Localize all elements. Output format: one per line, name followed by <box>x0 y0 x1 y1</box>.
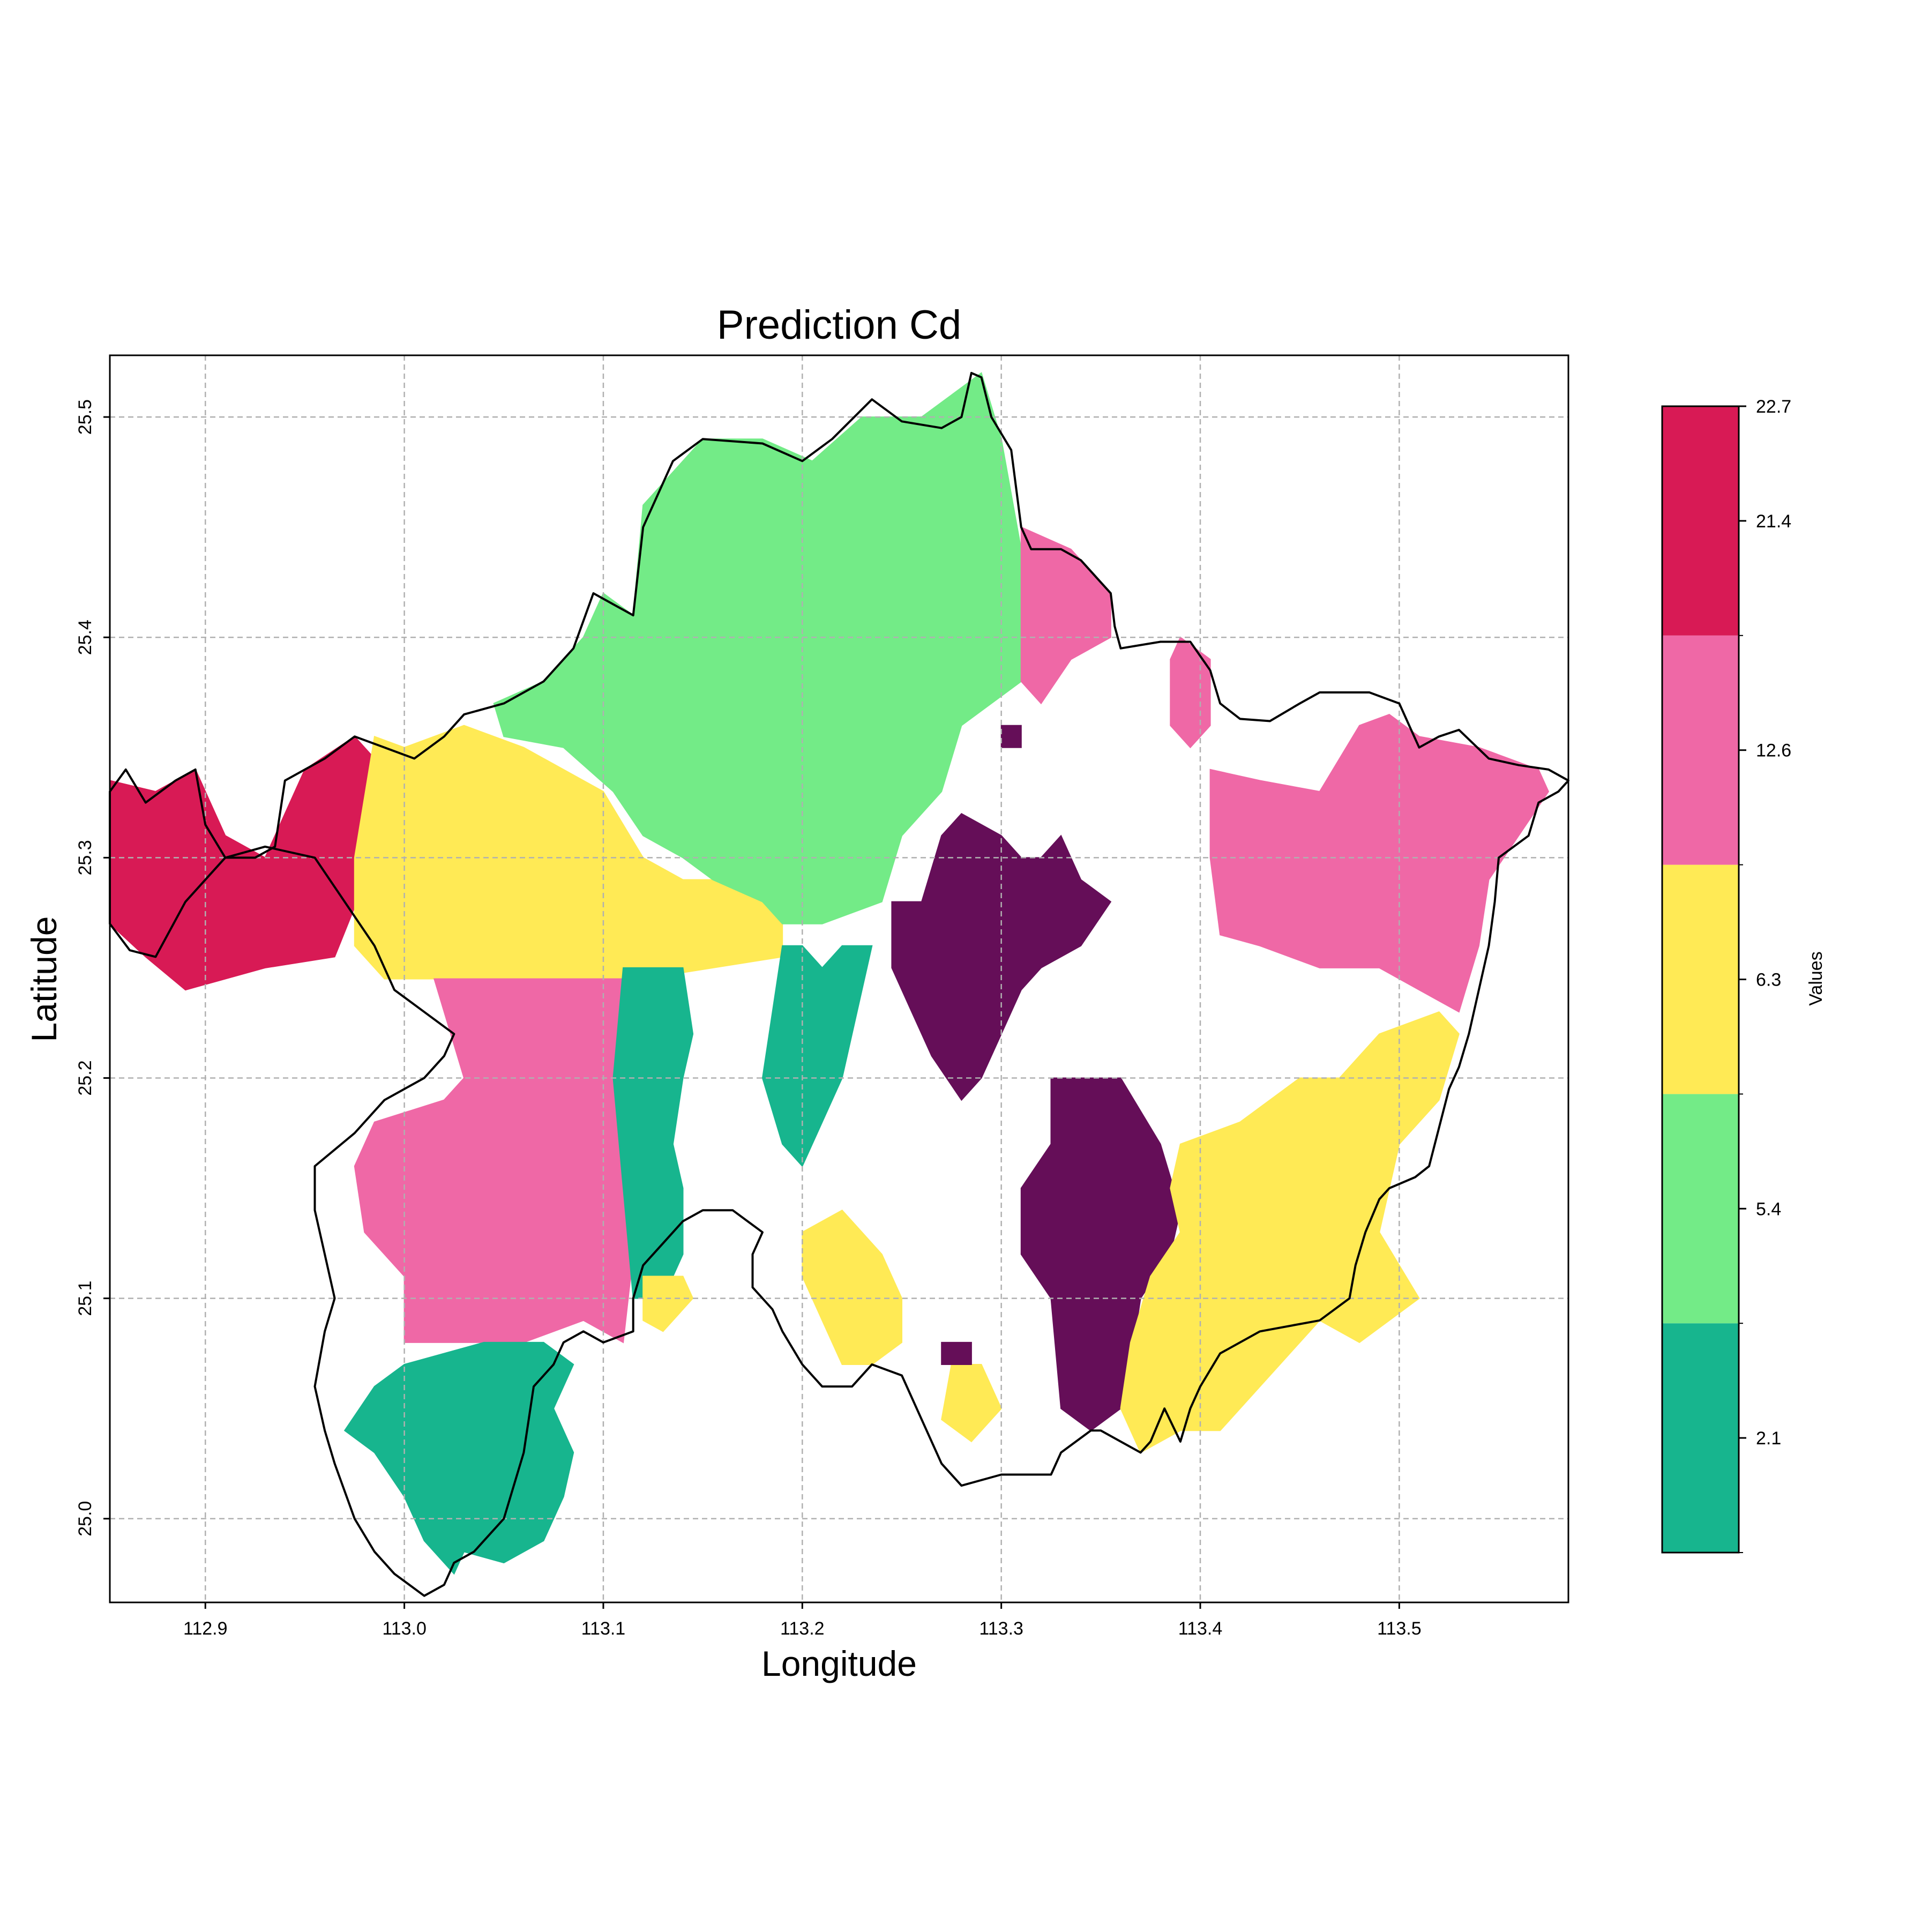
plot-frame <box>109 354 1569 1603</box>
colorbar-top-label: 22.7 <box>1756 397 1791 417</box>
colorbar-tick-label-4: 21.4 <box>1756 511 1791 532</box>
prediction-region-8 <box>761 945 873 1167</box>
colorbar-bin-3 <box>1662 635 1739 865</box>
region-boundary <box>109 371 1569 1597</box>
prediction-region-12 <box>1120 1011 1460 1453</box>
y-tick-label-0: 25.0 <box>75 1501 95 1536</box>
x-tick-label-1: 113.0 <box>382 1618 427 1639</box>
x-tick-label-4: 113.3 <box>979 1618 1023 1639</box>
prediction-region-17 <box>941 1341 972 1365</box>
colorbar-tick-label-3: 12.6 <box>1756 741 1791 761</box>
chart-title: Prediction Cd <box>717 302 961 348</box>
colorbar-label: Values <box>1806 951 1826 1005</box>
y-tick-label-1: 25.1 <box>75 1281 95 1316</box>
x-tick-label-6: 113.5 <box>1377 1618 1422 1639</box>
colorbar-tick-label-0: 2.1 <box>1756 1428 1781 1449</box>
y-tick-label-2: 25.2 <box>75 1060 95 1095</box>
x-tick-label-2: 113.1 <box>581 1618 626 1639</box>
colorbar: 2.1 5.4 6.3 12.6 21.4 22.7 <box>1661 397 1791 1554</box>
x-axis-label: Longitude <box>761 1644 917 1683</box>
prediction-region-14 <box>941 1364 1002 1443</box>
colorbar-bin-4 <box>1662 406 1739 636</box>
y-tick-label-3: 25.3 <box>75 840 95 875</box>
x-tick-label-3: 113.2 <box>780 1618 825 1639</box>
x-tick-label-0: 112.9 <box>183 1618 228 1639</box>
prediction-region-15 <box>642 1275 694 1332</box>
prediction-region-16 <box>1000 725 1022 748</box>
y-axis-label: Latitude <box>24 916 64 1042</box>
colorbar-tick-label-2: 6.3 <box>1756 970 1781 990</box>
prediction-region-3 <box>1020 526 1111 705</box>
colorbar-tick-label-1: 5.4 <box>1756 1199 1781 1219</box>
colorbar-bin-1 <box>1662 1094 1739 1324</box>
prediction-region-9 <box>343 1341 574 1575</box>
y-tick-label-5: 25.5 <box>75 399 95 435</box>
y-tick-label-4: 25.4 <box>75 620 95 655</box>
colorbar-bin-2 <box>1662 864 1739 1094</box>
x-tick-label-5: 113.4 <box>1178 1618 1223 1639</box>
colorbar-bin-0 <box>1662 1323 1739 1553</box>
colorbar-frame <box>1661 405 1740 1554</box>
